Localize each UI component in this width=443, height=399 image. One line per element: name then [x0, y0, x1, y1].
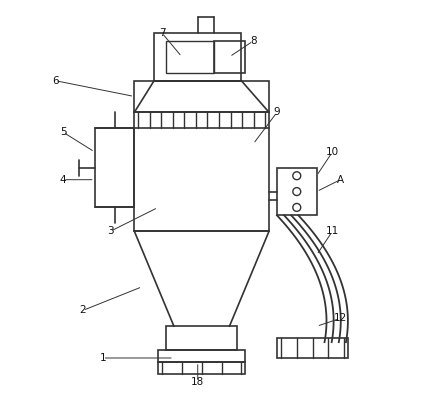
Text: 6: 6 [52, 76, 58, 86]
Text: 12: 12 [334, 313, 347, 323]
Bar [277, 338, 348, 358]
Text: 11: 11 [326, 226, 339, 236]
Text: 4: 4 [60, 175, 66, 185]
Bar [214, 41, 245, 73]
Bar [95, 128, 134, 207]
Bar [158, 362, 245, 374]
Text: 3: 3 [107, 226, 114, 236]
Text: 7: 7 [159, 28, 165, 38]
Text: 5: 5 [60, 127, 66, 137]
Text: 2: 2 [79, 306, 86, 316]
Bar [166, 41, 214, 73]
Bar [154, 33, 241, 81]
Bar [166, 326, 237, 350]
Text: 10: 10 [326, 147, 339, 157]
Bar [158, 350, 245, 362]
Bar [134, 81, 269, 231]
Text: 1: 1 [99, 353, 106, 363]
Text: 18: 18 [191, 377, 204, 387]
Text: A: A [337, 175, 344, 185]
Bar [277, 168, 317, 215]
Text: 9: 9 [274, 107, 280, 117]
Text: 8: 8 [250, 36, 256, 46]
